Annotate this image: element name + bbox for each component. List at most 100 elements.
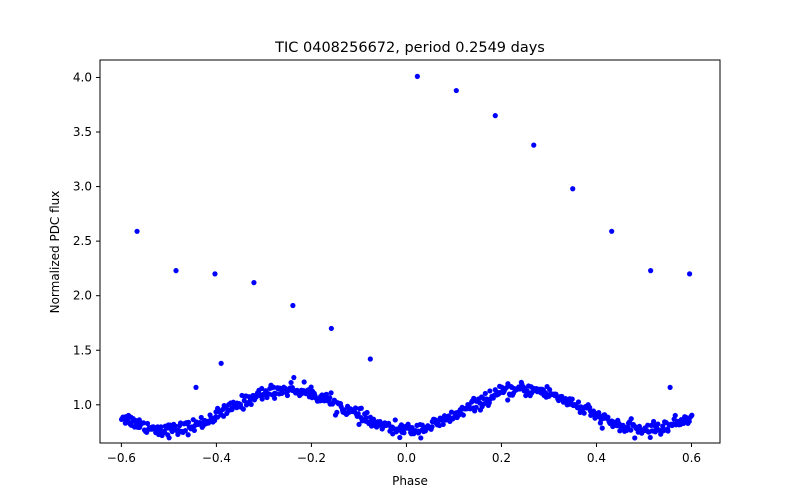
light-curve-point xyxy=(370,416,377,422)
light-curve-point xyxy=(581,410,587,416)
y-tick-label: 1.0 xyxy=(73,398,92,412)
y-tick-label: 3.5 xyxy=(73,125,92,139)
light-curve-point xyxy=(259,385,265,392)
x-tick-label: −0.6 xyxy=(107,451,136,465)
light-curve-point xyxy=(651,418,657,425)
y-axis-label: Normalized PDC flux xyxy=(48,191,62,314)
light-curve-point xyxy=(569,396,575,402)
x-axis-label: Phase xyxy=(392,474,428,488)
light-curve-point xyxy=(191,427,197,434)
light-curve-point xyxy=(605,414,611,420)
light-curve-point xyxy=(392,417,398,423)
outlier-point xyxy=(251,280,257,286)
light-curve-point xyxy=(301,379,307,385)
x-axis: −0.6 −0.4 −0.2 0.0 0.2 0.4 0.6 xyxy=(107,443,701,465)
light-curve-point xyxy=(487,388,493,394)
light-curve-point xyxy=(689,412,695,418)
light-curve-point xyxy=(547,386,553,393)
light-curve-point xyxy=(440,421,446,428)
outlier-point xyxy=(134,228,140,234)
light-curve-point xyxy=(175,431,181,438)
outlier-point xyxy=(414,73,420,79)
light-curve-point xyxy=(686,418,692,425)
outlier-point xyxy=(531,142,537,148)
light-curve-point xyxy=(418,435,424,441)
outlier-point xyxy=(328,325,334,332)
light-curve-point xyxy=(358,405,364,411)
light-curve-point xyxy=(575,399,582,405)
light-curve-point xyxy=(632,435,638,441)
x-tick-label: −0.4 xyxy=(202,451,231,465)
y-tick-label: 2.0 xyxy=(73,289,92,303)
light-curve-point xyxy=(505,397,511,403)
outlier-point xyxy=(492,113,498,119)
light-curve-point xyxy=(628,427,634,433)
light-curve-point xyxy=(241,398,247,404)
light-curve-point xyxy=(429,424,435,430)
data-points xyxy=(118,73,695,441)
y-axis: 1.0 1.5 2.0 2.5 3.0 3.5 4.0 xyxy=(73,70,100,412)
y-tick-label: 4.0 xyxy=(73,70,92,84)
light-curve-point xyxy=(214,414,221,420)
light-curve-point xyxy=(647,434,653,441)
light-curve-point xyxy=(352,405,359,411)
x-tick-label: 0.2 xyxy=(492,451,511,465)
light-curve-point xyxy=(327,395,333,401)
light-curve-point xyxy=(248,401,254,408)
outlier-point xyxy=(173,268,179,274)
outlier-point xyxy=(193,384,199,390)
light-curve-point xyxy=(271,395,278,401)
x-tick-label: 0.6 xyxy=(682,451,701,465)
x-tick-label: −0.2 xyxy=(297,451,326,465)
light-curve-point xyxy=(185,419,192,425)
light-curve-point xyxy=(599,425,605,431)
light-curve-point xyxy=(271,384,277,390)
outlier-point xyxy=(453,87,459,94)
light-curve-point xyxy=(397,434,403,441)
light-curve-point xyxy=(660,423,666,429)
light-curve-point xyxy=(288,379,294,386)
light-curve-point xyxy=(672,412,678,419)
light-curve-point xyxy=(355,411,361,417)
light-curve-point xyxy=(240,406,246,412)
outlier-point xyxy=(686,271,693,277)
light-curve-point xyxy=(460,412,466,418)
outlier-point xyxy=(291,374,297,381)
light-curve-point xyxy=(401,430,407,436)
light-curve-point xyxy=(158,424,164,430)
outlier-point xyxy=(218,360,224,366)
light-curve-point xyxy=(284,392,291,399)
light-curve-point xyxy=(185,432,191,438)
x-tick-label: 0.0 xyxy=(397,451,416,465)
light-curve-point xyxy=(166,435,172,441)
light-curve-point xyxy=(140,420,147,426)
light-curve-point xyxy=(308,384,314,390)
light-curve-point xyxy=(409,424,415,431)
light-curve-point xyxy=(198,414,204,421)
light-curve-point xyxy=(334,409,340,415)
light-curve-point xyxy=(482,390,488,397)
light-curve-point xyxy=(483,396,490,402)
x-tick-label: 0.4 xyxy=(587,451,606,465)
outlier-point xyxy=(648,268,654,274)
light-curve-point xyxy=(415,430,422,436)
light-curve-point xyxy=(323,391,329,397)
light-curve-point xyxy=(328,390,334,396)
light-curve-point xyxy=(473,404,479,410)
light-curve-point xyxy=(172,423,179,429)
light-curve-point xyxy=(628,416,634,422)
light-curve-point xyxy=(356,421,362,427)
outlier-point xyxy=(667,384,673,390)
light-curve-point xyxy=(665,428,671,434)
light-curve-point xyxy=(363,414,369,421)
outlier-point xyxy=(609,228,615,234)
y-tick-label: 2.5 xyxy=(73,234,92,248)
y-tick-label: 3.0 xyxy=(73,180,92,194)
plot-frame xyxy=(99,59,721,444)
outlier-point xyxy=(367,356,373,362)
light-curve-point xyxy=(144,420,151,427)
outlier-point xyxy=(290,302,296,309)
outlier-point xyxy=(212,271,218,277)
chart-title: TIC 0408256672, period 0.2549 days xyxy=(274,40,545,56)
